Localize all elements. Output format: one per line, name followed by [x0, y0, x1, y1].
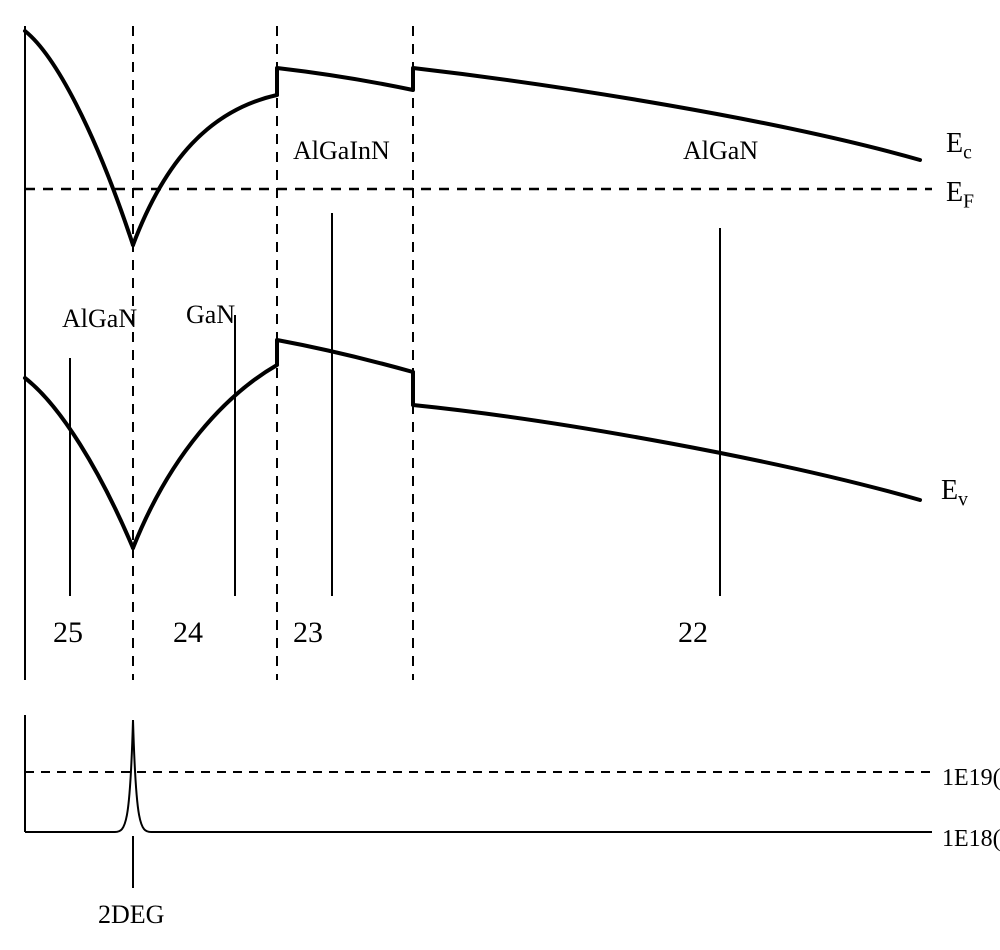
ec-curve-seg-3	[413, 68, 920, 160]
density-2deg-peak	[25, 720, 932, 832]
ec-curve-seg-0	[25, 31, 133, 245]
density-label-1e19: 1E19(/cm3)	[942, 761, 1000, 792]
region-num-r25: 25	[53, 616, 83, 650]
diagram-svg	[0, 0, 1000, 950]
ev-curve-seg-3	[413, 405, 920, 500]
density-label-1e18: 1E18(/cm3)	[942, 822, 1000, 853]
ec-curve-seg-1	[133, 95, 277, 245]
region-label-r22: AlGaN	[683, 136, 758, 166]
twodeg-label: 2DEG	[98, 900, 164, 930]
ev-curve-seg-0	[25, 378, 133, 548]
region-label-r25: AlGaN	[62, 304, 137, 334]
region-num-r23: 23	[293, 616, 323, 650]
band-diagram-canvas: AlGaN 25 GaN 24 AlGaInN 23 AlGaN 22 Ec EF Ev 1E19(/…	[0, 0, 1000, 950]
region-num-r22: 22	[678, 616, 708, 650]
region-num-r24: 24	[173, 616, 203, 650]
ec-curve-seg-2	[277, 68, 413, 90]
region-label-r24: GaN	[186, 300, 235, 330]
ev-curve-seg-2	[277, 340, 413, 372]
ev-curve-seg-1	[133, 365, 277, 548]
energy-label-EF: EF	[946, 177, 974, 214]
region-label-r23: AlGaInN	[293, 136, 390, 166]
energy-label-Ec: Ec	[946, 128, 972, 165]
energy-label-Ev: Ev	[941, 475, 968, 512]
